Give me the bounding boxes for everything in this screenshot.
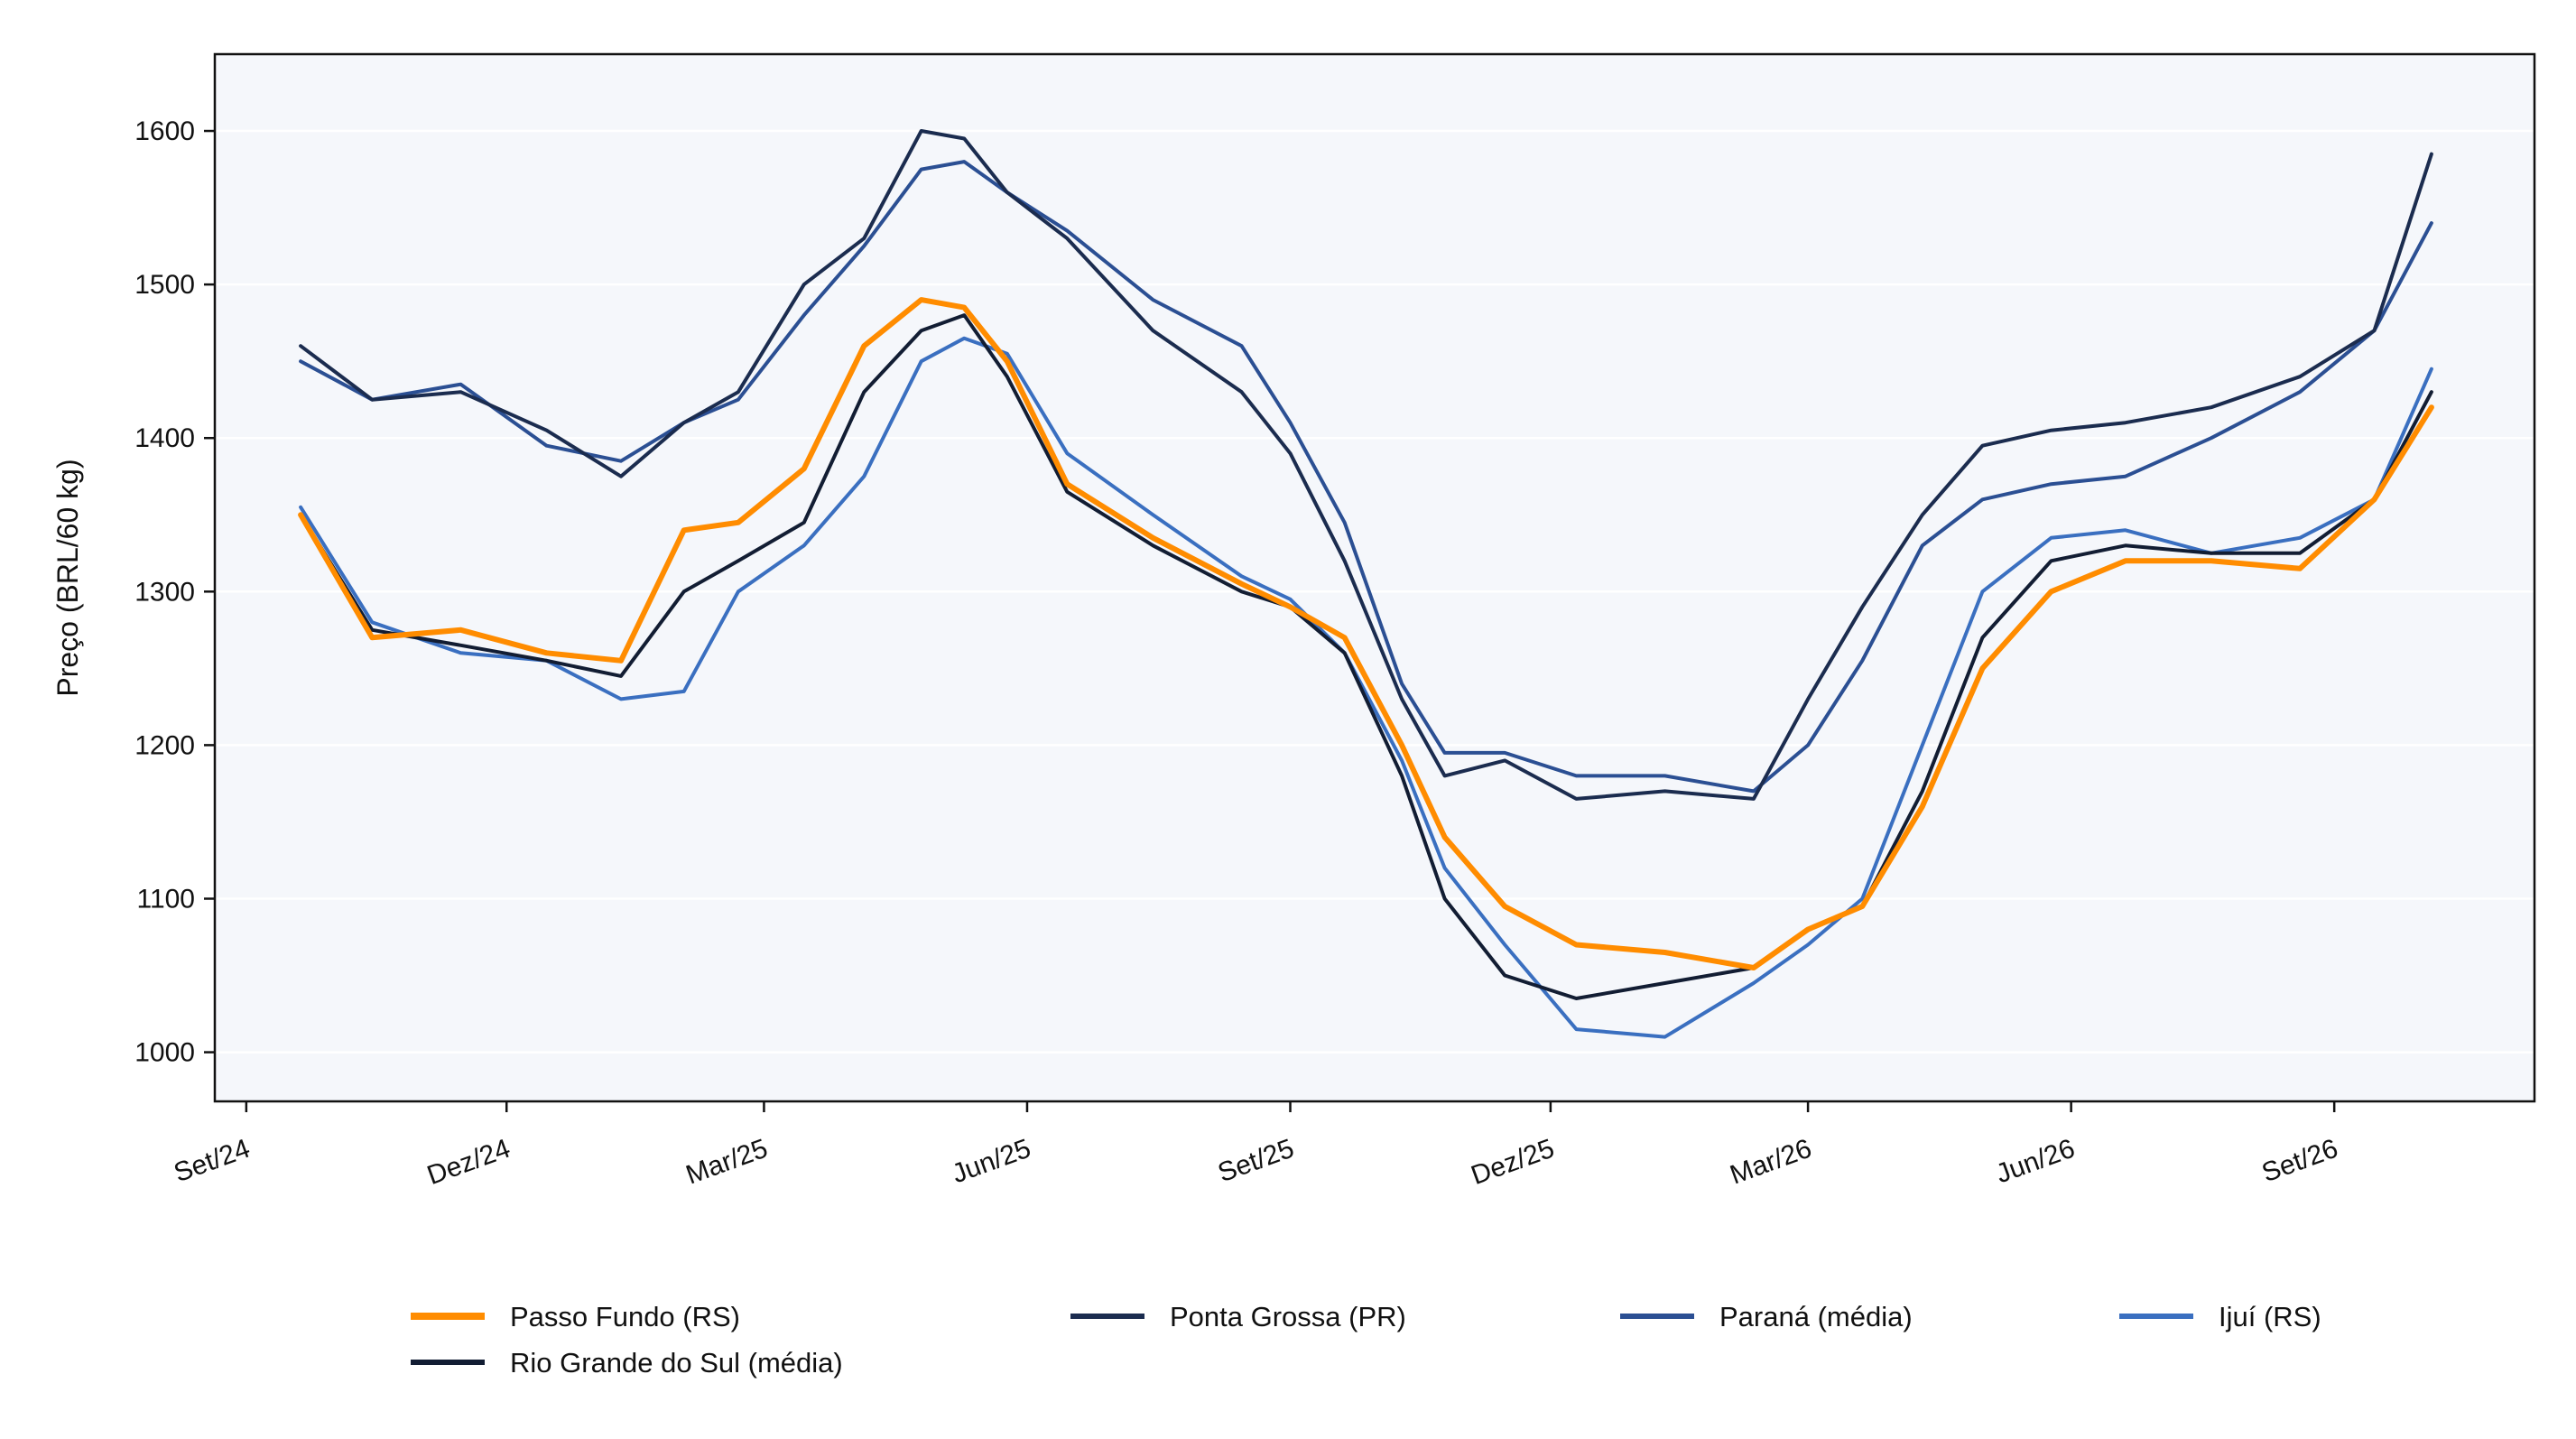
y-tick-label: 1600 [134, 116, 195, 146]
y-tick-label: 1200 [134, 730, 195, 760]
y-tick-label: 1400 [134, 423, 195, 453]
plot-area-background [215, 54, 2534, 1101]
legend-label-rio-grande-do-sul-media: Rio Grande do Sul (média) [510, 1347, 843, 1379]
y-axis: 1000 1100 1200 1300 1400 1500 1600 [134, 116, 215, 1068]
legend-label-parana-media: Paraná (média) [1719, 1301, 1913, 1332]
legend-label-ponta-grossa-pr: Ponta Grossa (PR) [1170, 1301, 1406, 1332]
series-line-rio-grande-do-sul-media [299, 313, 2433, 1000]
series-line-passo-fundo-rs [298, 297, 2434, 970]
gridlines [215, 129, 2534, 1054]
y-tick-label: 1300 [134, 577, 195, 607]
legend-label-passo-fundo-rs: Passo Fundo (RS) [510, 1301, 740, 1332]
series-line-parana-media [299, 160, 2433, 794]
legend-label-ijui-rs: Ijuí (RS) [2219, 1301, 2321, 1332]
y-tick-label: 1000 [134, 1038, 195, 1068]
y-axis-title: Preço (BRL/60 kg) [51, 459, 84, 696]
y-tick-label: 1500 [134, 270, 195, 300]
series-line-ponta-grossa-pr [299, 129, 2433, 801]
series-lines [298, 129, 2434, 1039]
legend: Passo Fundo (RS) Ponta Grossa (PR) Paraná … [411, 1301, 2321, 1379]
y-tick-label: 1100 [136, 884, 195, 914]
plot-area-frame [213, 52, 2536, 1103]
